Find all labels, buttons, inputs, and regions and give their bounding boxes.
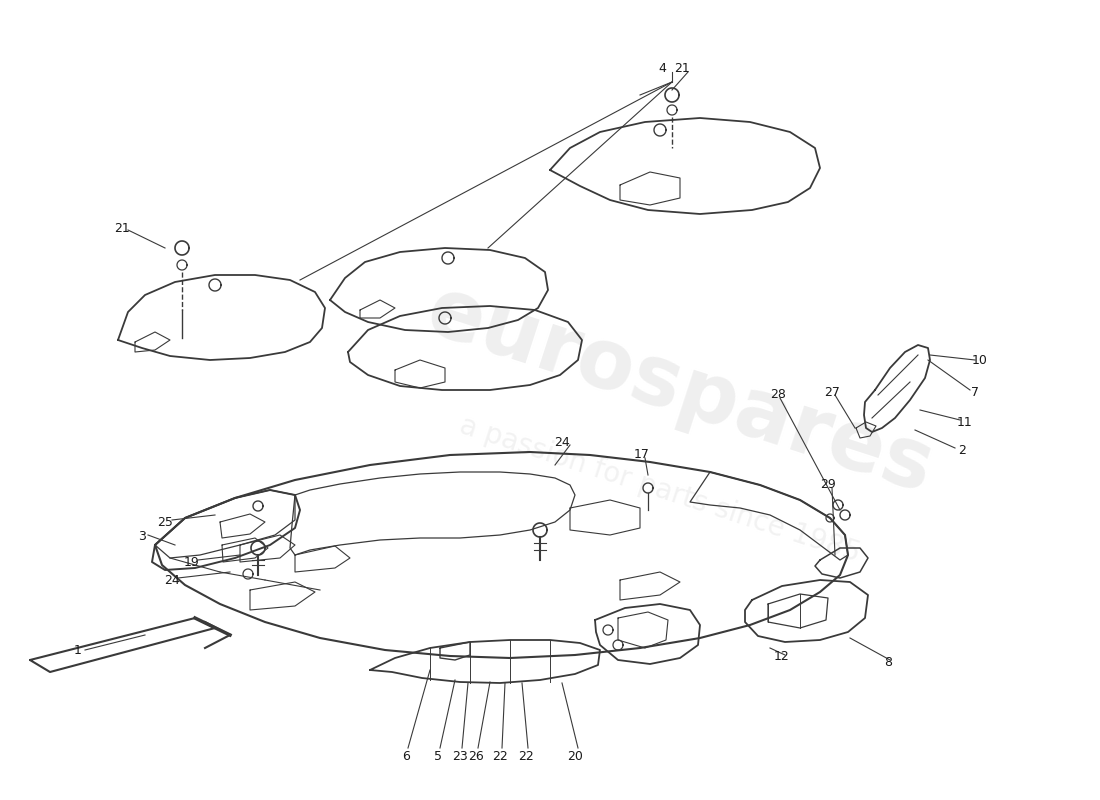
Text: 4: 4 bbox=[658, 62, 666, 74]
Text: 22: 22 bbox=[518, 750, 534, 762]
Text: 6: 6 bbox=[403, 750, 410, 762]
Text: 29: 29 bbox=[821, 478, 836, 491]
Text: 21: 21 bbox=[114, 222, 130, 234]
Text: 2: 2 bbox=[958, 443, 966, 457]
Text: 23: 23 bbox=[452, 750, 468, 762]
Text: eurospares: eurospares bbox=[417, 270, 944, 510]
Text: 12: 12 bbox=[774, 650, 790, 662]
Text: 19: 19 bbox=[184, 555, 200, 569]
Text: 11: 11 bbox=[957, 415, 972, 429]
Text: 1: 1 bbox=[74, 643, 81, 657]
Text: 17: 17 bbox=[634, 447, 650, 461]
Text: 21: 21 bbox=[674, 62, 690, 74]
Text: 26: 26 bbox=[469, 750, 484, 762]
Text: 24: 24 bbox=[164, 574, 180, 586]
Text: a passion for parts since 1985: a passion for parts since 1985 bbox=[456, 412, 864, 568]
Text: 7: 7 bbox=[971, 386, 979, 398]
Text: 25: 25 bbox=[157, 515, 173, 529]
Text: 8: 8 bbox=[884, 655, 892, 669]
Text: 28: 28 bbox=[770, 389, 785, 402]
Text: 24: 24 bbox=[554, 435, 570, 449]
Text: 3: 3 bbox=[139, 530, 146, 543]
Text: 20: 20 bbox=[568, 750, 583, 762]
Text: 27: 27 bbox=[824, 386, 840, 398]
Text: 5: 5 bbox=[434, 750, 442, 762]
Text: 10: 10 bbox=[972, 354, 988, 366]
Text: 22: 22 bbox=[492, 750, 508, 762]
